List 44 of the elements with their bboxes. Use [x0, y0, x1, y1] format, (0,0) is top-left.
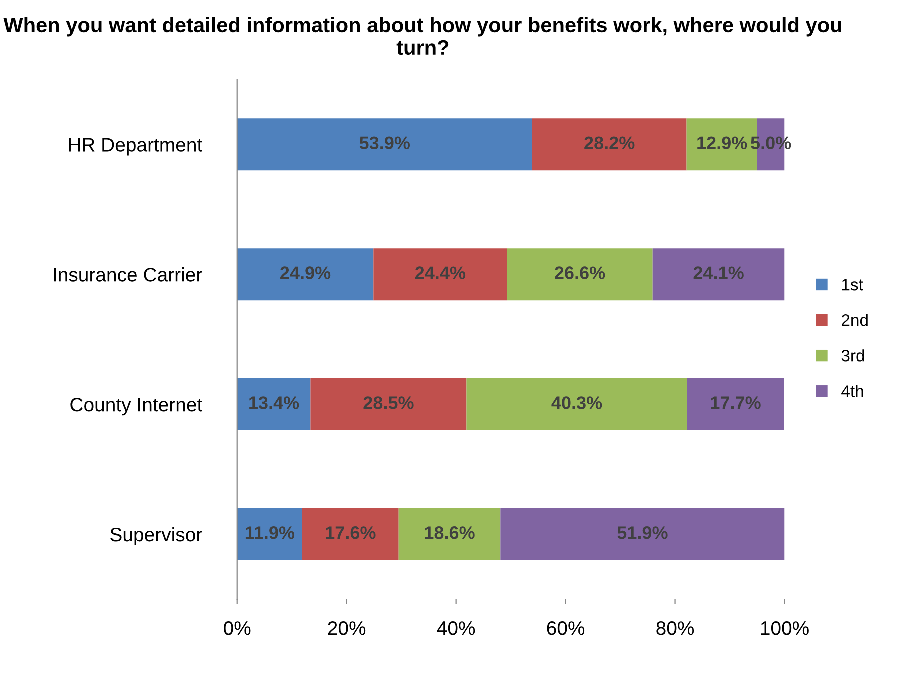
x-tick-label: 40% — [437, 621, 476, 636]
data-label: 11.9% — [246, 526, 295, 540]
data-label: 24.9% — [280, 266, 331, 280]
data-label: 53.9% — [360, 136, 410, 150]
x-tick-label: 0% — [224, 621, 251, 636]
chart-title: When you want detailed information about how your benefits work, where would you turn? — [4, 17, 842, 56]
data-label: 24.1% — [694, 266, 744, 280]
data-label: 13.4% — [250, 396, 300, 410]
data-label: 17.7% — [711, 396, 761, 410]
bar — [687, 378, 784, 431]
bar — [237, 118, 532, 171]
bar — [237, 378, 311, 431]
legend-label: 1st — [842, 279, 864, 291]
x-tick-label: 100% — [761, 621, 809, 636]
bar — [237, 508, 302, 560]
x-tick-label: 20% — [328, 621, 366, 636]
legend-label: 3rd — [842, 350, 864, 362]
data-label: 28.2% — [584, 136, 635, 150]
data-label: 24.4% — [415, 266, 466, 280]
data-label: 12.9% — [698, 136, 748, 150]
y-tick-label: County Internet — [70, 398, 203, 416]
y-tick-label: HR Department — [69, 138, 202, 156]
bar — [310, 378, 467, 431]
bar — [532, 118, 687, 171]
data-label: 28.5% — [364, 396, 414, 410]
bar — [398, 508, 501, 560]
legend-label: 2nd — [842, 314, 868, 326]
data-label: 40.3% — [552, 396, 602, 410]
x-tick-label: 60% — [547, 621, 585, 636]
data-label: 51.9% — [618, 526, 668, 540]
data-label: 18.6% — [425, 526, 475, 540]
y-tick-label: Insurance Carrier — [54, 268, 202, 282]
bar — [507, 248, 653, 301]
x-tick-label: 80% — [656, 621, 694, 636]
bar — [466, 378, 688, 431]
legend-label: 4th — [842, 385, 864, 398]
bar — [302, 508, 399, 560]
bar — [237, 248, 374, 301]
data-label: 17.6% — [326, 526, 376, 540]
data-label: 26.6% — [555, 266, 606, 280]
bar — [500, 508, 785, 560]
y-tick-label: Supervisor — [110, 527, 202, 546]
bar — [652, 248, 785, 301]
bar — [374, 248, 508, 301]
